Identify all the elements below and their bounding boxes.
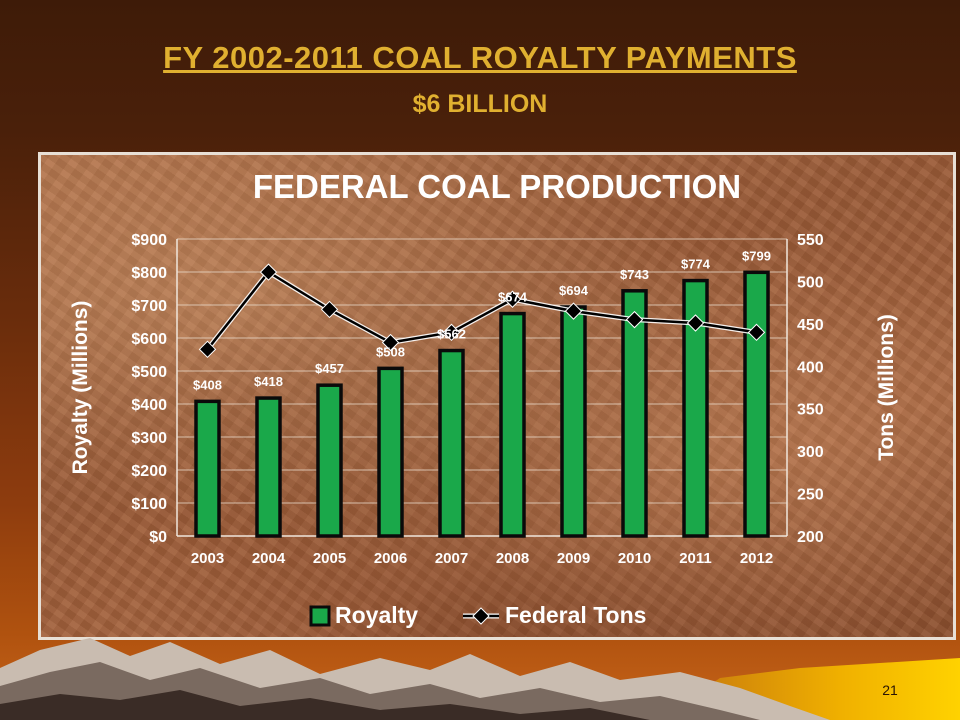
bar-royalty bbox=[255, 396, 282, 538]
bar-data-label: $799 bbox=[742, 248, 771, 263]
slide-subtitle: $6 BILLION bbox=[412, 90, 548, 118]
y2-axis-label: Tons (Millions) bbox=[875, 314, 898, 461]
chart-title: FEDERAL COAL PRODUCTION bbox=[253, 168, 741, 205]
y2-tick-label: 550 bbox=[797, 232, 824, 249]
y-tick-label: $100 bbox=[131, 496, 167, 513]
bar-data-label: $694 bbox=[559, 283, 589, 298]
x-tick-label: 2004 bbox=[252, 550, 286, 567]
coal-production-chart: FEDERAL COAL PRODUCTION $0 $100 $200 $300 $40… bbox=[69, 168, 898, 628]
bar-royalty bbox=[743, 270, 770, 538]
legend-marker-federal-tons bbox=[472, 607, 490, 625]
point-federal-tons bbox=[320, 300, 339, 319]
point-federal-tons bbox=[259, 263, 278, 281]
bar-data-label: $408 bbox=[193, 377, 222, 392]
y-tick-label: $700 bbox=[131, 298, 167, 315]
x-tick-label: 2009 bbox=[557, 550, 590, 567]
y2-tick-label: 500 bbox=[797, 274, 824, 291]
bar-data-label: $562 bbox=[437, 327, 466, 342]
point-federal-tons bbox=[564, 302, 583, 320]
legend-swatch-royalty bbox=[309, 605, 331, 627]
x-tick-label: 2008 bbox=[496, 550, 529, 567]
bar-royalty bbox=[621, 289, 648, 538]
y-tick-label: $300 bbox=[131, 430, 167, 447]
bar-data-label: $674 bbox=[498, 290, 528, 305]
y-axis-label: Royalty (Millions) bbox=[69, 301, 92, 475]
point-federal-tons bbox=[381, 333, 400, 352]
y2-tick-label: 200 bbox=[797, 529, 824, 546]
y2-tick-label: 250 bbox=[797, 487, 824, 504]
bar-royalty bbox=[560, 305, 587, 538]
x-tick-label: 2003 bbox=[191, 550, 224, 567]
mountain-silhouette bbox=[0, 638, 960, 720]
bar-royalty bbox=[377, 366, 404, 538]
y2-tick-label: 300 bbox=[797, 444, 824, 461]
bar-royalty bbox=[499, 311, 526, 538]
chart-panel: FEDERAL COAL PRODUCTION $0 $100 $200 $300 $40… bbox=[38, 152, 956, 640]
y-tick-label: $900 bbox=[131, 232, 167, 249]
y-tick-label: $0 bbox=[149, 529, 167, 546]
x-tick-label: 2006 bbox=[374, 550, 407, 567]
y-tick-label: $600 bbox=[131, 331, 167, 348]
point-federal-tons bbox=[625, 310, 644, 329]
y2-tick-label: 350 bbox=[797, 402, 824, 419]
x-tick-label: 2011 bbox=[679, 550, 712, 567]
bar-data-label: $508 bbox=[376, 344, 405, 359]
y-tick-label: $800 bbox=[131, 265, 167, 282]
line-federal-tons bbox=[206, 270, 757, 351]
bar-royalty bbox=[316, 383, 343, 538]
x-tick-label: 2010 bbox=[618, 550, 651, 567]
bar-data-label: $774 bbox=[681, 257, 711, 272]
bar-royalty bbox=[682, 278, 709, 538]
slide-title: FY 2002-2011 COAL ROYALTY PAYMENTS bbox=[163, 40, 797, 75]
y-tick-label: $500 bbox=[131, 364, 167, 381]
x-tick-label: 2005 bbox=[313, 550, 346, 567]
y-tick-label: $200 bbox=[131, 463, 167, 480]
y-tick-label: $400 bbox=[131, 397, 167, 414]
y2-tick-label: 400 bbox=[797, 359, 824, 376]
point-federal-tons bbox=[747, 323, 766, 342]
bar-data-label: $743 bbox=[620, 267, 649, 282]
point-federal-tons bbox=[503, 290, 522, 308]
point-federal-tons bbox=[686, 314, 705, 332]
bar-data-label: $457 bbox=[315, 361, 344, 376]
bar-royalty bbox=[194, 399, 221, 538]
bar-data-label: $418 bbox=[254, 374, 283, 389]
legend-label-federal-tons: Federal Tons bbox=[505, 602, 646, 628]
x-tick-label: 2007 bbox=[435, 550, 468, 567]
bar-royalty bbox=[438, 348, 465, 538]
page-number: 21 bbox=[882, 682, 898, 698]
y2-tick-label: 450 bbox=[797, 317, 824, 334]
legend-label-royalty: Royalty bbox=[335, 602, 418, 628]
point-federal-tons bbox=[198, 340, 217, 359]
x-tick-label: 2012 bbox=[740, 550, 773, 567]
point-federal-tons bbox=[442, 323, 461, 342]
